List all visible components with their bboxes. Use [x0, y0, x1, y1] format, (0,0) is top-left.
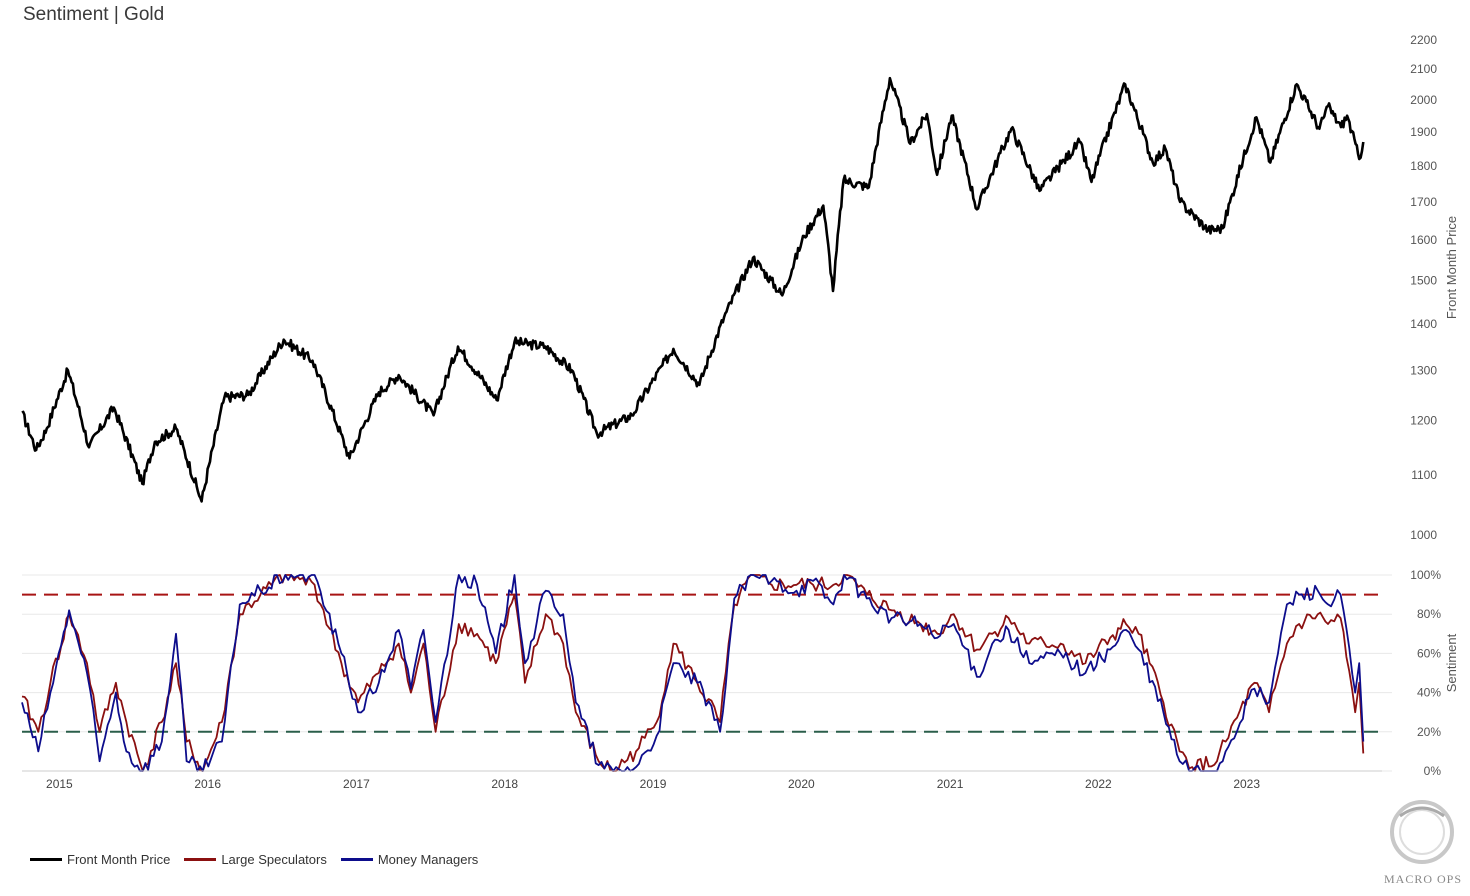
sentiment-tick-label: 60%	[1417, 646, 1441, 660]
large-speculators-line	[21, 574, 1365, 772]
price-tick-label: 1200	[1410, 414, 1437, 428]
price-tick-label: 1400	[1410, 317, 1437, 331]
sentiment-tick-label: 100%	[1410, 568, 1441, 582]
sentiment-tick-label: 40%	[1417, 686, 1441, 700]
macro-ops-logo: MACRO OPS	[1380, 796, 1466, 892]
sentiment-tick-label: 20%	[1417, 725, 1441, 739]
legend-label-money-managers: Money Managers	[377, 852, 479, 867]
x-tick-label: 2019	[640, 777, 667, 791]
x-tick-label: 2015	[46, 777, 73, 791]
legend: Front Month Price Large Speculators Mone…	[30, 852, 492, 867]
legend-item-money-managers[interactable]: Money Managers	[340, 852, 479, 867]
x-tick-label: 2023	[1233, 777, 1260, 791]
price-tick-label: 1100	[1411, 468, 1437, 482]
x-tick-label: 2020	[788, 777, 815, 791]
price-series-line	[21, 76, 1365, 503]
price-axis-title: Front Month Price	[1444, 216, 1459, 319]
price-tick-label: 2100	[1410, 62, 1437, 76]
sentiment-tick-label: 80%	[1417, 607, 1441, 621]
x-tick-label: 2017	[343, 777, 370, 791]
x-tick-label: 2022	[1085, 777, 1112, 791]
price-tick-label: 1300	[1410, 363, 1437, 377]
price-tick-label: 1700	[1410, 195, 1437, 209]
sentiment-panel: 0% 20% 40% 60% 80% 100% Sentiment	[21, 568, 1459, 778]
price-tick-label: 1600	[1410, 233, 1437, 247]
price-tick-label: 2200	[1410, 33, 1437, 47]
legend-swatch-price	[30, 858, 62, 861]
chart-title: Sentiment | Gold	[23, 4, 165, 25]
logo-circle-icon	[1390, 800, 1454, 864]
sentiment-axis-title: Sentiment	[1444, 633, 1459, 692]
price-tick-label: 1000	[1410, 528, 1437, 542]
legend-item-large-speculators[interactable]: Large Speculators	[184, 852, 327, 867]
price-tick-label: 1500	[1410, 273, 1437, 287]
x-tick-label: 2016	[194, 777, 221, 791]
legend-swatch-large-speculators	[184, 858, 217, 861]
sentiment-tick-label: 0%	[1424, 764, 1442, 778]
price-tick-label: 1800	[1410, 159, 1437, 173]
price-tick-label: 2000	[1410, 93, 1437, 107]
price-panel: 1000 1100 1200 1300 1400 1500 1600 1700 1800 1900…	[21, 33, 1459, 542]
x-tick-label: 2018	[491, 777, 518, 791]
x-axis: 2015 2016 2017 2018 2019 2020 2021 2022 2023	[22, 770, 1382, 791]
legend-swatch-money-managers	[340, 858, 373, 861]
logo-text: MACRO OPS	[1383, 872, 1463, 886]
legend-label-price: Front Month Price	[67, 852, 171, 867]
price-tick-label: 1900	[1410, 125, 1437, 139]
legend-label-large-speculators: Large Speculators	[221, 852, 327, 867]
x-tick-label: 2021	[937, 777, 964, 791]
money-managers-line	[21, 574, 1365, 772]
legend-item-price[interactable]: Front Month Price	[30, 852, 170, 867]
